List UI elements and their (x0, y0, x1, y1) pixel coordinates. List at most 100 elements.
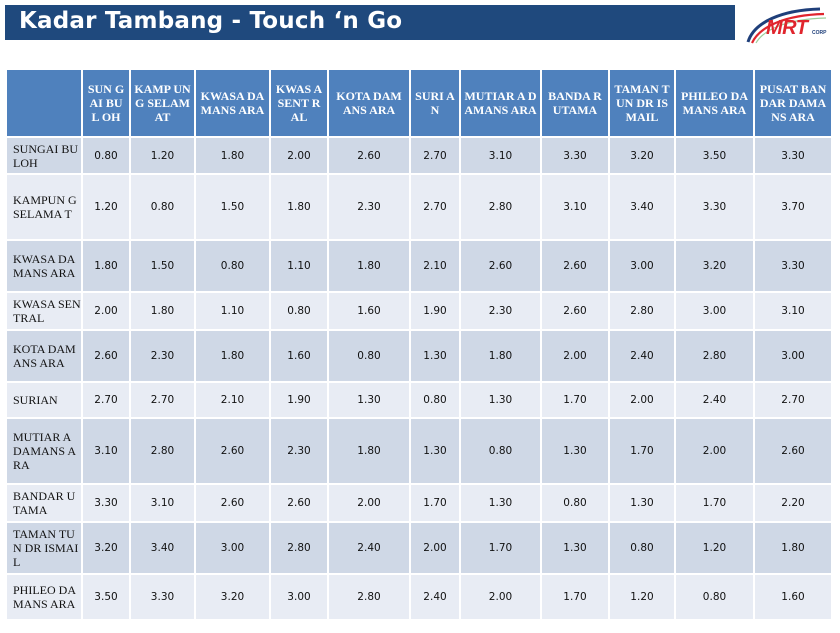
fare-cell: 0.80 (409, 381, 461, 419)
fare-cell: 1.20 (129, 136, 196, 175)
fare-cell: 3.40 (608, 173, 676, 241)
column-header: MUTIAR A DAMANS ARA (459, 68, 542, 138)
row-header-station: SURIAN (5, 381, 83, 419)
table-header-row: SUN GAI BUL OH KAMP UNG SELAM AT KWASA D… (5, 68, 833, 138)
fare-cell: 0.80 (194, 239, 271, 293)
table-row: SURIAN 2.70 2.70 2.10 1.90 1.30 0.80 1.30 1.70 2.… (5, 381, 833, 419)
fare-cell: 1.30 (409, 329, 461, 383)
fare-cell: 1.90 (269, 381, 329, 419)
fare-cell: 2.60 (753, 417, 833, 485)
table-row: MUTIAR A DAMANS ARA 3.10 2.80 2.60 2.30 1.80 1… (5, 417, 833, 485)
logo-text: MRT (766, 17, 808, 39)
fare-cell: 1.30 (327, 381, 411, 419)
fare-cell: 1.30 (459, 483, 542, 523)
fare-cell: 2.60 (540, 239, 610, 293)
fare-cell: 2.00 (269, 136, 329, 175)
corner-header-cell (5, 68, 83, 138)
fare-cell: 1.30 (608, 483, 676, 523)
fare-cell: 3.30 (81, 483, 131, 523)
column-header: KWASA DAMANS ARA (194, 68, 271, 138)
fare-cell: 3.30 (753, 239, 833, 293)
column-header: TAMAN TUN DR ISMAIL (608, 68, 676, 138)
fare-cell: 2.30 (327, 173, 411, 241)
table-row: KAMPUN G SELAMA T 1.20 0.80 1.50 1.80 2.30 2.7… (5, 173, 833, 241)
fare-cell: 0.80 (608, 521, 676, 575)
fare-cell: 2.00 (608, 381, 676, 419)
fare-cell: 2.10 (409, 239, 461, 293)
fare-cell: 2.80 (459, 173, 542, 241)
fare-cell: 1.30 (540, 417, 610, 485)
fare-cell: 3.00 (674, 291, 755, 331)
fare-cell: 1.60 (269, 329, 329, 383)
table-row: KOTA DAMANS ARA 2.60 2.30 1.80 1.60 0.80 1.30 1… (5, 329, 833, 383)
column-header: SUN GAI BUL OH (81, 68, 131, 138)
fare-cell: 2.60 (81, 329, 131, 383)
fare-cell: 0.80 (540, 483, 610, 523)
fare-cell: 2.70 (409, 136, 461, 175)
fare-cell: 1.80 (194, 136, 271, 175)
fare-cell: 2.80 (269, 521, 329, 575)
logo-subtext: CORP (812, 30, 827, 36)
fare-cell: 1.50 (129, 239, 196, 293)
fare-cell: 2.80 (129, 417, 196, 485)
fare-cell: 2.00 (674, 417, 755, 485)
fare-cell: 2.80 (327, 573, 411, 621)
fare-cell: 1.70 (459, 521, 542, 575)
fare-cell: 1.80 (327, 417, 411, 485)
title-bar: Kadar Tambang - Touch ‘n Go (5, 5, 735, 40)
fare-cell: 2.80 (608, 291, 676, 331)
row-header-station: PHILEO DAMANS ARA (5, 573, 83, 621)
fare-cell: 1.60 (327, 291, 411, 331)
fare-cell: 3.30 (753, 136, 833, 175)
column-header: SURI AN (409, 68, 461, 138)
fare-cell: 1.80 (129, 291, 196, 331)
fare-cell: 3.00 (194, 521, 271, 575)
fare-cell: 1.70 (674, 483, 755, 523)
row-header-station: KAMPUN G SELAMA T (5, 173, 83, 241)
fare-cell: 1.80 (327, 239, 411, 293)
fare-cell: 2.40 (674, 381, 755, 419)
table-row: PHILEO DAMANS ARA 3.50 3.30 3.20 3.00 2.80 2.4… (5, 573, 833, 621)
row-header-station: KOTA DAMANS ARA (5, 329, 83, 383)
fare-cell: 3.00 (753, 329, 833, 383)
fare-cell: 3.30 (129, 573, 196, 621)
fare-cell: 0.80 (674, 573, 755, 621)
fare-cell: 1.30 (409, 417, 461, 485)
fare-cell: 2.70 (409, 173, 461, 241)
row-header-station: KWASA SENTRAL (5, 291, 83, 331)
fare-cell: 2.60 (540, 291, 610, 331)
fare-cell: 1.90 (409, 291, 461, 331)
fare-cell: 3.10 (81, 417, 131, 485)
fare-cell: 1.80 (194, 329, 271, 383)
fare-cell: 1.70 (608, 417, 676, 485)
fare-cell: 1.70 (540, 381, 610, 419)
fare-cell: 1.30 (540, 521, 610, 575)
table-row: KWASA DAMANS ARA 1.80 1.50 0.80 1.10 1.80 2.10… (5, 239, 833, 293)
logo-swoosh-icon (746, 7, 827, 44)
fare-cell: 2.00 (327, 483, 411, 523)
fare-cell: 2.60 (194, 483, 271, 523)
fare-cell: 2.80 (674, 329, 755, 383)
fare-cell: 3.20 (81, 521, 131, 575)
fare-cell: 0.80 (129, 173, 196, 241)
fare-cell: 2.70 (129, 381, 196, 419)
fare-cell: 0.80 (459, 417, 542, 485)
fare-cell: 1.80 (269, 173, 329, 241)
fare-cell: 2.00 (459, 573, 542, 621)
page-title: Kadar Tambang - Touch ‘n Go (19, 8, 403, 34)
fare-cell: 1.10 (269, 239, 329, 293)
fare-cell: 3.10 (753, 291, 833, 331)
fare-cell: 2.00 (409, 521, 461, 575)
fare-cell: 2.60 (269, 483, 329, 523)
fare-cell: 3.10 (459, 136, 542, 175)
table-row: TAMAN TUN DR ISMAIL 3.20 3.40 3.00 2.80 2.40 2… (5, 521, 833, 575)
fare-cell: 3.10 (129, 483, 196, 523)
fare-cell: 0.80 (81, 136, 131, 175)
fare-cell: 1.80 (459, 329, 542, 383)
fare-cell: 1.60 (753, 573, 833, 621)
fare-cell: 1.20 (674, 521, 755, 575)
fare-cell: 2.30 (459, 291, 542, 331)
fare-cell: 1.70 (540, 573, 610, 621)
fare-cell: 1.10 (194, 291, 271, 331)
fare-cell: 1.50 (194, 173, 271, 241)
